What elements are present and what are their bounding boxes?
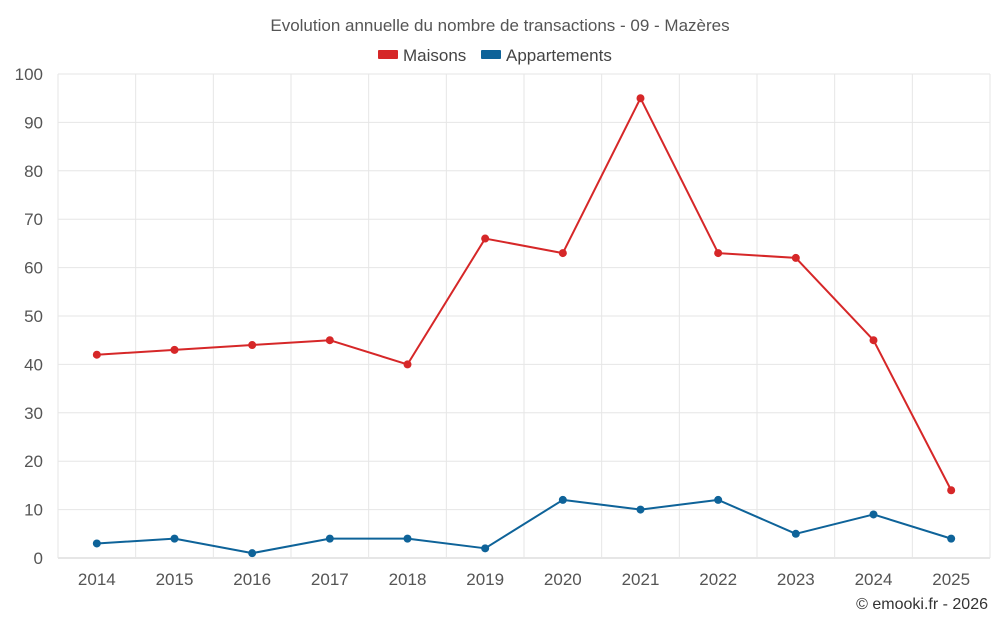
data-point-maisons[interactable]: [248, 341, 257, 350]
series-line-maisons: [96, 97, 953, 491]
x-tick-label: 2017: [311, 570, 349, 589]
legend-swatch-appartements: [481, 50, 501, 59]
data-point-maisons[interactable]: [791, 253, 800, 262]
data-point-appartements[interactable]: [325, 534, 334, 543]
legend-label-maisons[interactable]: Maisons: [403, 46, 466, 65]
x-tick-label: 2021: [622, 570, 660, 589]
data-point-maisons[interactable]: [714, 249, 723, 258]
y-tick-label: 90: [24, 113, 43, 132]
credit-text: © emooki.fr - 2026: [856, 596, 988, 613]
x-tick-label: 2023: [777, 570, 815, 589]
data-point-appartements[interactable]: [558, 495, 567, 504]
x-tick-label: 2014: [78, 570, 116, 589]
y-tick-label: 20: [24, 452, 43, 471]
data-point-maisons[interactable]: [325, 336, 334, 345]
y-tick-label: 30: [24, 404, 43, 423]
series: [92, 94, 956, 558]
legend-label-appartements[interactable]: Appartements: [506, 46, 612, 65]
data-point-maisons[interactable]: [947, 486, 956, 495]
x-tick-label: 2020: [544, 570, 582, 589]
data-point-appartements[interactable]: [947, 534, 956, 543]
data-point-appartements[interactable]: [481, 544, 490, 553]
x-tick-label: 2019: [466, 570, 504, 589]
x-axis-ticks: 2014 2015 2016 2017 2018 2019 2020 2021 2022 2023…: [78, 570, 970, 589]
data-point-maisons[interactable]: [558, 249, 567, 258]
legend-swatch-maisons: [378, 50, 398, 59]
data-point-maisons[interactable]: [92, 350, 101, 359]
y-tick-label: 100: [15, 65, 43, 84]
y-tick-label: 40: [24, 355, 43, 374]
x-tick-label: 2025: [932, 570, 970, 589]
y-tick-label: 50: [24, 307, 43, 326]
x-tick-label: 2016: [233, 570, 271, 589]
data-point-appartements[interactable]: [248, 549, 257, 558]
x-tick-label: 2015: [156, 570, 194, 589]
series-line-appartements: [96, 498, 952, 555]
data-point-appartements[interactable]: [403, 534, 412, 543]
y-axis-ticks: 0 10 20 30 40 50 60 70 80 90 100: [15, 65, 43, 568]
y-tick-label: 80: [24, 162, 43, 181]
data-point-appartements[interactable]: [92, 539, 101, 548]
data-point-maisons[interactable]: [481, 234, 490, 243]
data-point-appartements[interactable]: [714, 495, 723, 504]
y-tick-label: 60: [24, 259, 43, 278]
data-point-maisons[interactable]: [869, 336, 878, 345]
legend: Maisons Appartements: [378, 46, 612, 65]
chart-title: Evolution annuelle du nombre de transact…: [270, 16, 729, 35]
data-point-appartements[interactable]: [869, 510, 878, 519]
y-tick-label: 0: [34, 549, 43, 568]
x-tick-label: 2024: [855, 570, 893, 589]
data-point-appartements[interactable]: [170, 534, 179, 543]
data-point-appartements[interactable]: [636, 505, 645, 514]
data-point-appartements[interactable]: [791, 529, 800, 538]
grid: [57, 73, 991, 559]
data-point-maisons[interactable]: [403, 360, 412, 369]
x-tick-label: 2018: [389, 570, 427, 589]
y-tick-label: 10: [24, 501, 43, 520]
y-tick-label: 70: [24, 210, 43, 229]
data-point-maisons[interactable]: [636, 94, 645, 103]
x-tick-label: 2022: [699, 570, 737, 589]
data-point-maisons[interactable]: [170, 345, 179, 354]
